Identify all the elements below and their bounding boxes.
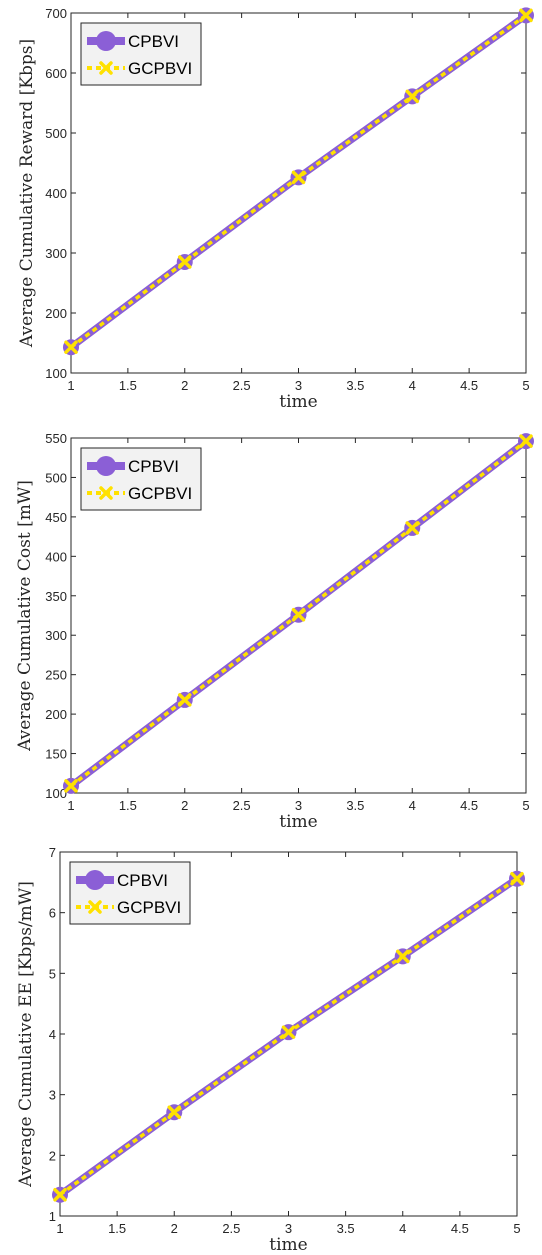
x-tick-label: 2: [181, 378, 188, 393]
y-tick-label: 450: [45, 510, 67, 525]
x-axis-label: time: [279, 392, 317, 412]
x-tick-label: 1: [67, 378, 74, 393]
x-tick-label: 4.5: [451, 1221, 469, 1236]
legend-label-gcpbvi: GCPBVI: [128, 59, 192, 78]
legend-marker-gcpbvi: [88, 900, 102, 914]
x-tick-label: 1: [56, 1221, 63, 1236]
y-tick-label: 400: [45, 549, 67, 564]
x-tick-label: 2: [171, 1221, 178, 1236]
x-tick-label: 3.5: [346, 378, 364, 393]
x-tick-label: 2.5: [233, 378, 251, 393]
y-tick-label: 250: [45, 668, 67, 683]
x-tick-label: 4.5: [460, 798, 478, 813]
y-tick-label: 100: [45, 366, 67, 381]
y-tick-label: 400: [45, 186, 67, 201]
y-tick-label: 300: [45, 246, 67, 261]
point-gcpbvi: [405, 521, 419, 535]
legend-label-gcpbvi: GCPBVI: [128, 484, 192, 503]
point-gcpbvi: [519, 434, 533, 448]
chart-2: 1 1.5 2 2.5 3 3.5 4 4.5 5 100 150 200 250 300 350 400 45…: [15, 431, 534, 832]
point-gcpbvi: [64, 340, 78, 354]
x-tick-label: 2.5: [233, 798, 251, 813]
x-tick-label: 3: [295, 798, 302, 813]
legend: CPBVI GCPBVI: [69, 861, 191, 925]
x-tick-label: 4.5: [460, 378, 478, 393]
y-tick-label: 150: [45, 747, 67, 762]
x-tick-label: 3.5: [337, 1221, 355, 1236]
x-tick-label: 1.5: [119, 798, 137, 813]
legend-marker-cpbvi: [85, 870, 105, 890]
x-tick-label: 2.5: [222, 1221, 240, 1236]
legend: CPBVI GCPBVI: [80, 22, 202, 86]
x-tick-label: 5: [522, 798, 529, 813]
legend-marker-gcpbvi: [99, 61, 113, 75]
legend-label-cpbvi: CPBVI: [117, 871, 168, 890]
x-tick-label: 5: [513, 1221, 520, 1236]
x-tick-label: 1.5: [119, 378, 137, 393]
x-axis-label: time: [269, 1235, 307, 1255]
y-tick-label: 6: [49, 906, 56, 921]
legend-label-cpbvi: CPBVI: [128, 457, 179, 476]
chart-3: 1 1.5 2 2.5 3 3.5 4 4.5 5 1 2 3 4 5 6 7 time Average Cumu…: [16, 845, 525, 1255]
point-gcpbvi: [519, 8, 533, 23]
point-gcpbvi: [64, 779, 78, 793]
x-tick-label: 2: [181, 798, 188, 813]
y-axis-label: Average Cumulative Reward [Kbps]: [17, 39, 37, 348]
y-tick-label: 1: [49, 1209, 56, 1224]
x-axis-label: time: [279, 812, 317, 832]
y-tick-label: 200: [45, 707, 67, 722]
point-gcpbvi: [510, 871, 524, 886]
x-tick-label: 1: [67, 798, 74, 813]
y-tick-label: 300: [45, 628, 67, 643]
x-tick-label: 4: [409, 378, 416, 393]
y-tick-label: 5: [49, 966, 56, 981]
point-gcpbvi: [291, 607, 306, 622]
legend-marker-gcpbvi: [99, 486, 113, 500]
legend-marker-cpbvi: [96, 456, 116, 476]
legend-label-gcpbvi: GCPBVI: [117, 898, 181, 917]
y-tick-label: 500: [45, 126, 67, 141]
y-tick-label: 3: [49, 1088, 56, 1103]
chart-1: 1 1.5 2 2.5 3 3.5 4 4.5 5 100 200 300 400 500 600 700 ti…: [17, 6, 534, 412]
legend-label-cpbvi: CPBVI: [128, 32, 179, 51]
x-tick-label: 3: [295, 378, 302, 393]
y-axis-label: Average Cumulative Cost [mW]: [15, 480, 35, 752]
point-gcpbvi: [53, 1188, 67, 1202]
y-tick-label: 4: [49, 1027, 56, 1042]
y-tick-label: 500: [45, 470, 67, 485]
x-tick-label: 4: [409, 798, 416, 813]
point-gcpbvi: [396, 949, 410, 964]
point-gcpbvi: [281, 1025, 296, 1039]
point-gcpbvi: [291, 170, 306, 185]
y-tick-label: 7: [49, 845, 56, 860]
y-tick-label: 550: [45, 431, 67, 446]
x-tick-label: 3.5: [346, 798, 364, 813]
legend: CPBVI GCPBVI: [80, 447, 202, 511]
y-tick-label: 600: [45, 66, 67, 81]
x-tick-label: 5: [522, 378, 529, 393]
y-tick-label: 2: [49, 1148, 56, 1163]
point-gcpbvi: [167, 1105, 181, 1120]
point-gcpbvi: [178, 255, 192, 269]
x-tick-label: 3: [285, 1221, 292, 1236]
y-tick-label: 350: [45, 589, 67, 604]
x-tick-label: 4: [399, 1221, 406, 1236]
y-tick-label: 100: [45, 786, 67, 801]
legend-marker-cpbvi: [96, 31, 116, 51]
point-gcpbvi: [178, 693, 192, 707]
y-axis-label: Average Cumulative EE [Kbps/mW]: [16, 881, 36, 1188]
point-gcpbvi: [405, 89, 419, 104]
y-tick-label: 700: [45, 6, 67, 21]
y-tick-label: 200: [45, 306, 67, 321]
x-tick-label: 1.5: [108, 1221, 126, 1236]
